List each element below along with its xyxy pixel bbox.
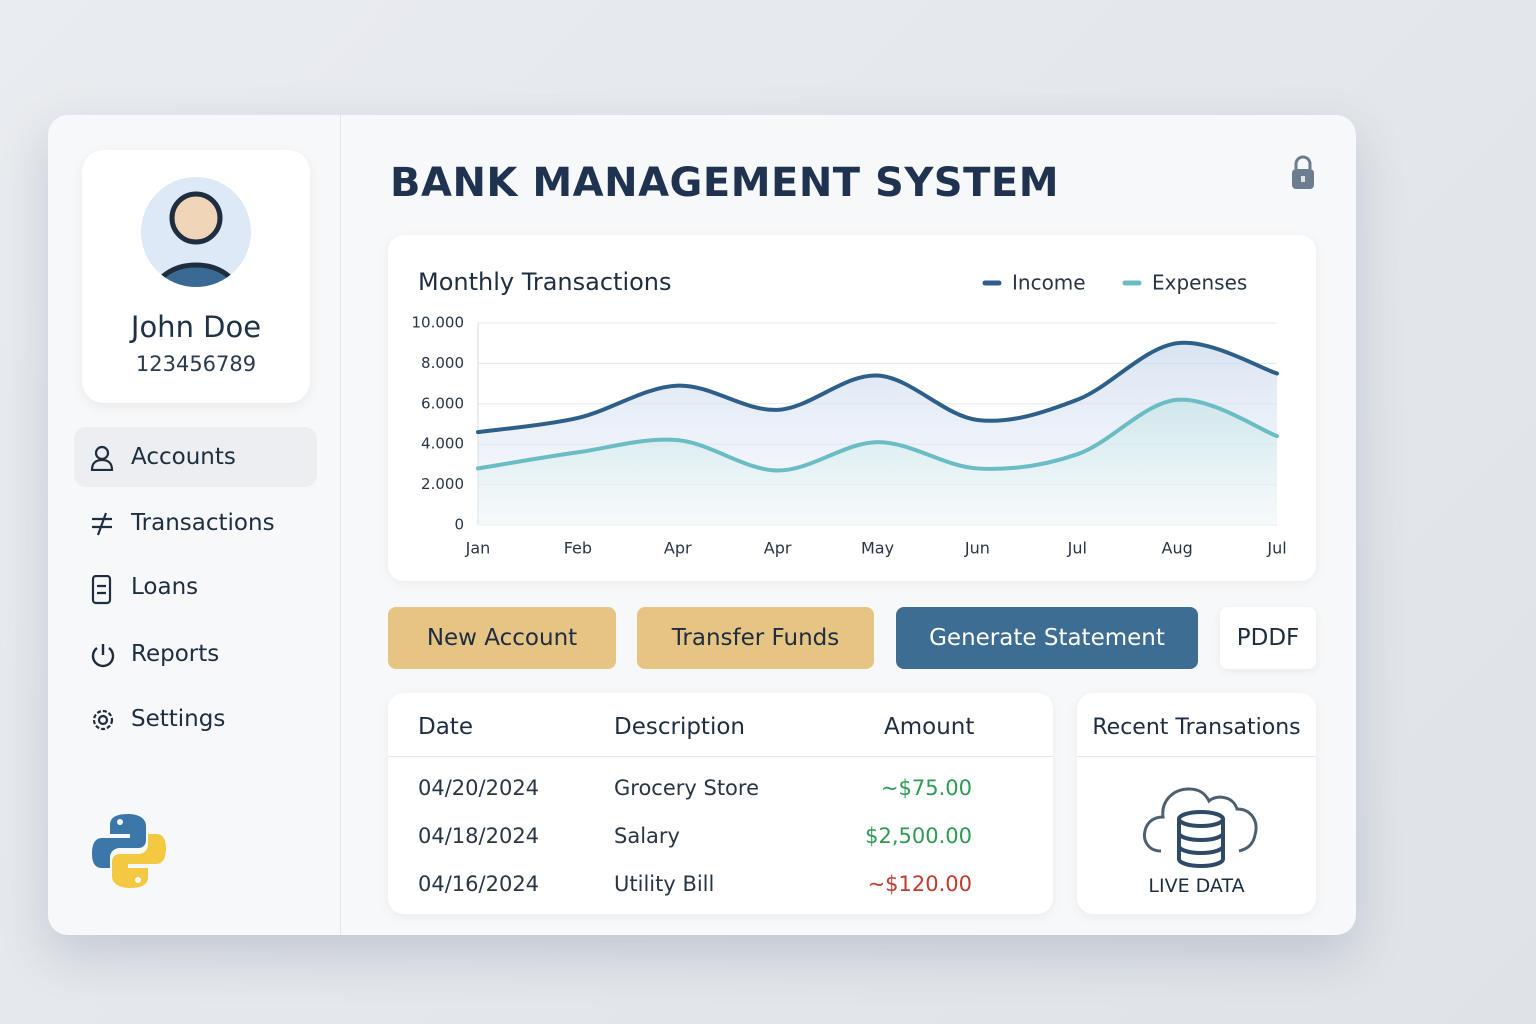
area <box>478 399 1277 525</box>
profile-card: John Doe 123456789 <box>82 150 310 403</box>
icon <box>91 575 112 605</box>
y-tick-label: 0 <box>454 516 464 534</box>
panel-title: Recent Transations <box>1092 715 1301 740</box>
y-tick-label: 4.000 <box>421 435 464 453</box>
nav-label: Reports <box>131 641 220 667</box>
column-header: Description <box>614 714 745 740</box>
live-panel: Recent Transations LIVE DATA <box>1077 693 1316 914</box>
nav-item[interactable]: Accounts <box>74 427 317 487</box>
table-cell: 04/20/2024 <box>418 776 540 800</box>
x-tick-label: Aug <box>1162 539 1193 558</box>
x-tick-label: Jul <box>1266 539 1286 558</box>
button[interactable]: Generate Statement <box>896 607 1198 669</box>
table-cell: 04/18/2024 <box>418 824 540 848</box>
chart: Monthly Transactions 0 2.000 4.000 6.000 8.0… <box>412 268 1287 558</box>
legend-label: Expenses <box>1152 271 1247 295</box>
y-tick-label: 2.000 <box>421 475 464 493</box>
line <box>476 397 1279 473</box>
legend-label: Income <box>1012 271 1086 295</box>
x-tick-label: Jun <box>964 539 990 558</box>
x-tick-label: Apr <box>664 539 692 558</box>
icon <box>91 644 115 668</box>
x-tick-label: May <box>861 539 894 558</box>
nav-item[interactable]: Settings <box>74 689 317 749</box>
nav-item[interactable]: Transactions <box>74 493 317 553</box>
table-cell: ~$75.00 <box>880 776 972 800</box>
nav-label: Accounts <box>131 444 236 470</box>
x-tick-label: Jan <box>465 539 491 558</box>
icon <box>90 445 114 471</box>
account-number: 123456789 <box>135 352 257 376</box>
chart-panel: Monthly Transactions 0 2.000 4.000 6.000 8.0… <box>388 235 1316 581</box>
icon <box>92 512 112 536</box>
nav-label: Transactions <box>131 510 275 536</box>
table-panel <box>388 693 1053 914</box>
python-logo <box>92 814 166 888</box>
table-cell: Grocery Store <box>614 776 760 800</box>
column-header: Amount <box>884 714 975 740</box>
nav-item[interactable]: Loans <box>74 557 317 617</box>
table-cell: Utility Bill <box>614 872 715 896</box>
x-tick-label: Jul <box>1067 539 1087 558</box>
x-tick-label: Feb <box>564 539 592 558</box>
line <box>476 340 1279 435</box>
panel-label: LIVE DATA <box>1148 875 1245 897</box>
nav-item[interactable]: Reports <box>74 624 317 684</box>
button[interactable]: Transfer Funds <box>637 607 874 669</box>
column-header: Date <box>418 714 473 740</box>
panel-rule <box>1077 756 1316 757</box>
divider <box>340 115 341 935</box>
avatar <box>141 177 251 287</box>
nav-label: Loans <box>131 574 199 600</box>
table-cell: Salary <box>614 824 680 848</box>
app-title: BANK MANAGEMENT SYSTEM <box>390 160 1060 206</box>
icon <box>92 709 114 731</box>
table-cell: $2,500.00 <box>865 824 972 848</box>
table-rule <box>388 756 1053 757</box>
x-tick-label: Apr <box>764 539 792 558</box>
cloud-db-icon <box>1143 787 1258 868</box>
chart-title: Monthly Transactions <box>418 268 672 296</box>
table-cell: ~$120.00 <box>867 872 972 896</box>
button[interactable]: New Account <box>388 607 616 669</box>
y-tick-label: 6.000 <box>421 394 464 412</box>
lock-icon[interactable] <box>1290 155 1316 191</box>
user-name: John Doe <box>130 310 262 344</box>
button[interactable]: PDDF <box>1220 607 1316 669</box>
y-tick-label: 10.000 <box>412 314 465 332</box>
y-tick-label: 8.000 <box>421 354 464 372</box>
table-cell: 04/16/2024 <box>418 872 540 896</box>
nav-label: Settings <box>131 706 226 732</box>
